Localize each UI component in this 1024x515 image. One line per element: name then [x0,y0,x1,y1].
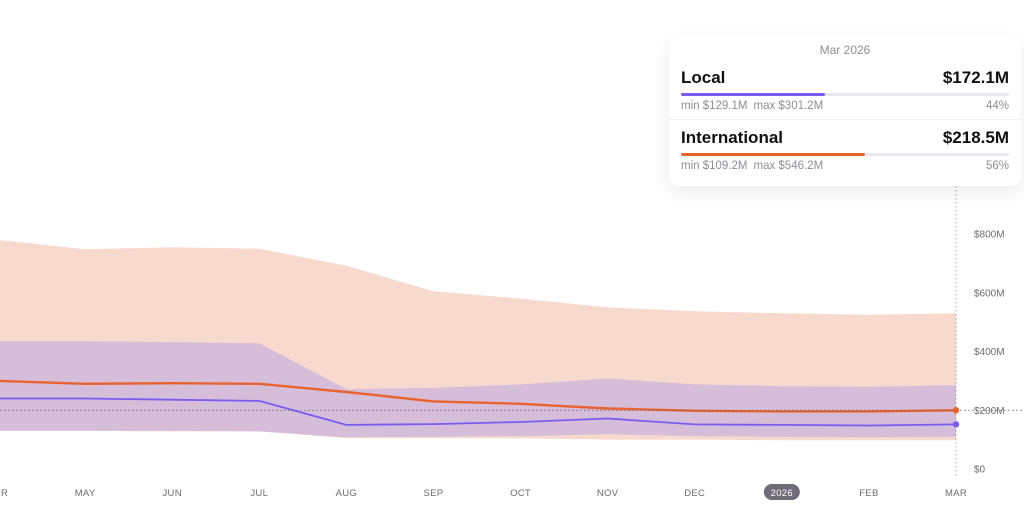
series-value: $172.1M [942,68,1009,87]
x-tick-label: MAR [945,488,967,499]
series-min: min $129.1M [681,100,748,112]
series-percent: 56% [985,160,1009,172]
x-tick-label: OCT [510,488,531,499]
series-name: Local [681,68,726,87]
divider [669,119,1021,120]
series-min: min $109.2M [681,160,748,172]
series-max: max $301.2M [753,100,824,112]
share-bar-fill [681,153,865,156]
series-point-local [952,421,960,428]
series-line-local [0,397,957,427]
share-bar-track [681,93,1009,96]
series-name: International [681,128,784,147]
series-max: max $546.2M [753,160,824,172]
x-tick-label: JUL [250,488,268,499]
y-tick-label: $800M [974,230,1005,241]
share-bar-fill [681,93,826,96]
y-tick-label: $600M [974,288,1005,299]
series-range: min $129.1M max $301.2M [681,100,829,112]
x-tick-label: NOV [597,488,619,499]
y-tick-label: $0 [974,465,986,476]
share-bar-track [681,153,1009,156]
x-tick-label: MAY [75,488,96,499]
series-range: min $109.2M max $546.2M [681,160,829,172]
tooltip-period: Mar 2026 [819,43,871,57]
x-tick-label: FEB [859,488,878,499]
x-tick-label: SEP [423,488,443,499]
x-tick-label: 2026 [771,488,793,499]
y-tick-label: $400M [974,347,1005,358]
series-percent: 44% [985,100,1009,112]
tooltip: Mar 2026 Local $172.1M min $129.1M max $3… [669,36,1021,186]
x-tick-label: DEC [684,488,705,499]
x-tick-label: JUN [162,488,181,499]
y-tick-label: $200M [974,406,1005,417]
x-tick-label: APR [0,488,8,499]
range-band-local [0,341,956,438]
series-line-international [0,379,957,413]
series-point-international [952,407,960,414]
x-tick-label: AUG [336,488,358,499]
x-tick-highlight [763,484,800,500]
series-value: $218.5M [942,128,1009,147]
